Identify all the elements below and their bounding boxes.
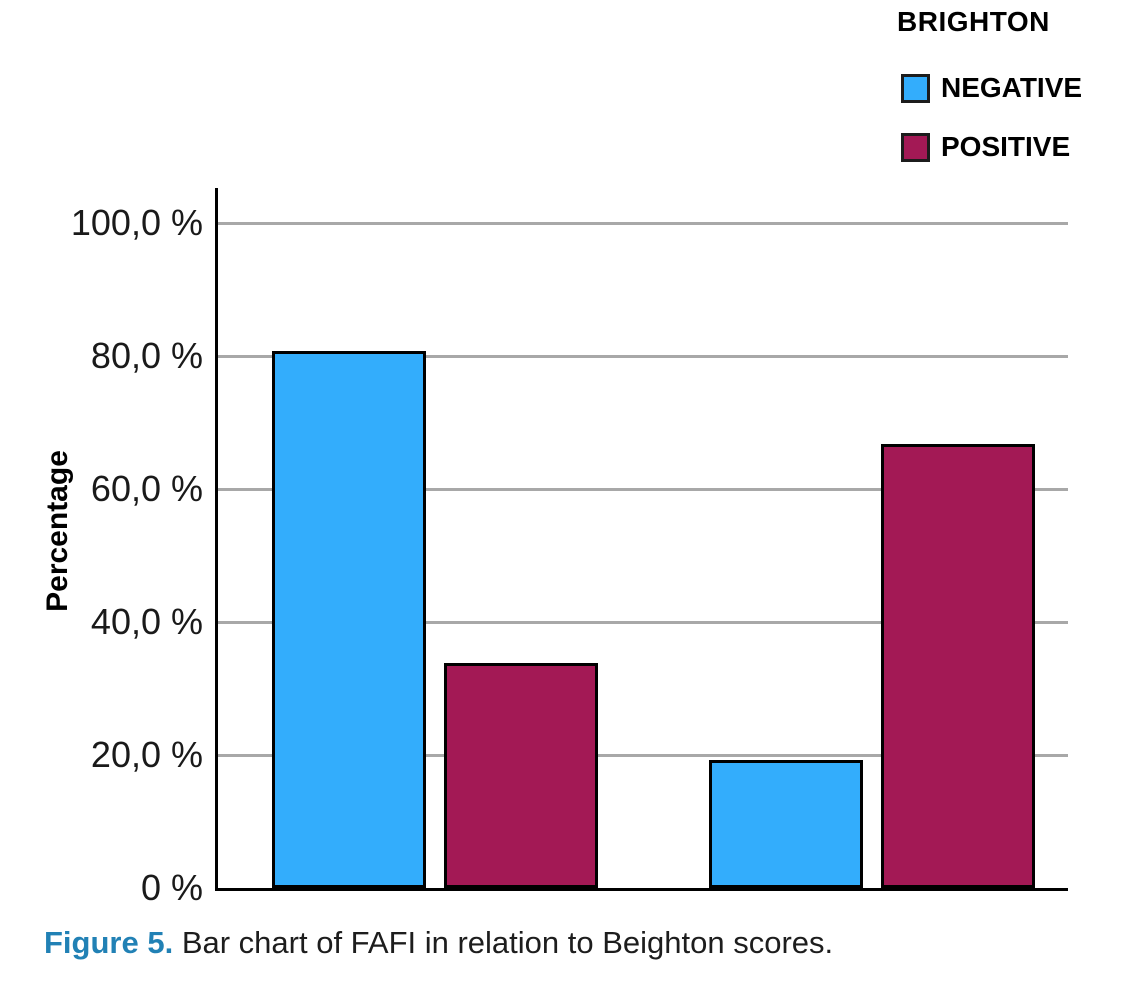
figure-caption: Figure 5. Bar chart of FAFI in relation … — [44, 923, 833, 963]
y-tick-label-0: 0 % — [140, 867, 203, 908]
legend-label-positive: POSITIVE — [941, 131, 1071, 162]
legend-item-positive: POSITIVE — [901, 131, 1070, 163]
legend-title: BRIGHTON — [897, 6, 1050, 37]
bar-negative-group2 — [708, 759, 863, 888]
gridline-80 — [218, 354, 1068, 358]
y-tick-label-60: 60,0 % — [90, 468, 203, 509]
legend-swatch-negative-icon — [901, 73, 930, 103]
y-axis-tick-labels: 0 % 20,0 % 40,0 % 60,0 % 80,0 % 100,0 % — [0, 188, 203, 908]
y-tick-label-80: 80,0 % — [90, 335, 203, 376]
gridline-40 — [218, 620, 1068, 624]
gridline-20 — [218, 753, 1068, 757]
y-tick-label-100: 100,0 % — [70, 202, 203, 243]
legend-item-negative: NEGATIVE — [901, 72, 1082, 104]
legend-swatch-positive-icon — [901, 132, 930, 162]
bar-positive-group2 — [880, 444, 1035, 888]
bar-positive-group1 — [444, 663, 598, 888]
legend-label-negative: NEGATIVE — [941, 72, 1083, 103]
gridline-60 — [218, 487, 1068, 491]
figure-caption-label: Figure 5. — [44, 925, 174, 960]
figure-caption-text: Bar chart of FAFI in relation to Beighto… — [173, 925, 834, 960]
y-tick-label-40: 40,0 % — [90, 601, 203, 642]
plot-area — [215, 188, 1068, 891]
gridline-100 — [218, 221, 1068, 225]
chart-legend: BRIGHTON NEGATIVE POSITIVE — [897, 6, 1127, 176]
bar-negative-group1 — [272, 351, 426, 888]
y-tick-label-20: 20,0 % — [90, 734, 203, 775]
